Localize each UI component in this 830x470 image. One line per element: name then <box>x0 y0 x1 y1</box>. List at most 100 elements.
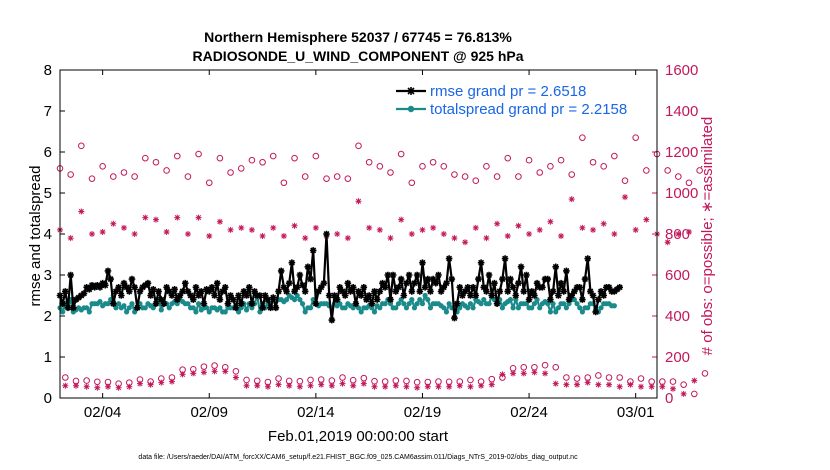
rmse-point <box>600 292 607 299</box>
x-tick-label: 02/19 <box>404 404 442 421</box>
obs-possible-point <box>691 390 698 398</box>
rmse-point <box>147 292 154 299</box>
totalspread-point <box>545 301 551 307</box>
obs-possible-point <box>365 158 373 166</box>
obs-possible-point <box>648 378 655 385</box>
totalspread-point <box>446 301 452 307</box>
obs-assimilated-point <box>200 369 207 376</box>
totalspread-point <box>598 305 604 311</box>
obs-possible-point <box>509 364 517 372</box>
obs-possible-point <box>547 163 554 170</box>
y2-tick-label: 800 <box>665 226 690 243</box>
obs-possible-point <box>397 150 405 158</box>
obs-assimilated-point <box>120 224 127 231</box>
obs-assimilated-point <box>435 383 442 390</box>
chart-title: Northern Hemisphere 52037 / 67745 = 76.8… <box>204 29 512 45</box>
totalspread-point <box>403 305 410 311</box>
obs-possible-point <box>275 375 282 382</box>
rmse-point <box>323 230 330 238</box>
obs-possible-point <box>488 375 496 383</box>
rmse-point <box>283 288 290 295</box>
obs-assimilated-point <box>328 382 335 389</box>
totalspread-point <box>142 305 148 311</box>
obs-possible-point <box>472 177 480 184</box>
obs-assimilated-point <box>376 226 383 233</box>
totalspread-point <box>523 301 530 307</box>
obs-possible-point <box>88 175 96 182</box>
rmse-point <box>331 292 338 299</box>
obs-possible-point <box>216 154 224 162</box>
obs-possible-point <box>595 372 602 379</box>
obs-assimilated-point <box>216 218 223 225</box>
rmse-point <box>200 300 208 307</box>
rmse-point <box>341 292 349 299</box>
rmse-point <box>259 304 266 312</box>
rmse-point <box>181 279 189 287</box>
obs-assimilated-point <box>307 382 314 389</box>
obs-assimilated-point <box>302 235 309 242</box>
totalspread-point <box>510 305 516 311</box>
rmse-point <box>504 288 512 295</box>
y2-tick-label: 400 <box>665 308 690 325</box>
totalspread-point <box>355 305 362 311</box>
totalspread-point <box>299 301 306 307</box>
obs-assimilated-point <box>600 220 607 227</box>
totalspread-point <box>195 301 202 307</box>
rmse-point <box>62 288 69 295</box>
plot-frame <box>59 69 658 399</box>
rmse-point <box>424 275 432 283</box>
obs-assimilated-point <box>606 381 613 388</box>
rmse-point <box>168 292 176 299</box>
obs-assimilated-point <box>339 380 346 387</box>
totalspread-point <box>206 309 212 315</box>
rmse-point <box>453 300 461 307</box>
x-tick-label: 02/04 <box>84 404 122 421</box>
x-tick-label: 02/09 <box>190 404 228 421</box>
rmse-point <box>299 281 306 289</box>
obs-possible-point <box>269 152 277 160</box>
obs-assimilated-point <box>355 198 362 205</box>
totalspread-point <box>217 305 223 311</box>
totalspread-point <box>393 305 399 311</box>
totalspread-point <box>158 307 164 313</box>
obs-assimilated-point <box>456 382 463 389</box>
obs-possible-point <box>600 163 607 170</box>
obs-assimilated-point <box>403 383 410 390</box>
rmse-point <box>280 284 288 291</box>
rmse-point <box>197 288 205 295</box>
obs-assimilated-point <box>499 371 506 378</box>
obs-assimilated-point <box>392 382 399 389</box>
rmse-point <box>229 296 237 303</box>
rmse-point <box>483 288 490 295</box>
obs-possible-point <box>675 173 682 180</box>
rmse-point <box>227 292 234 299</box>
totalspread-point <box>553 309 559 315</box>
obs-assimilated-point <box>195 214 202 221</box>
rmse-point <box>605 284 613 291</box>
obs-assimilated-point <box>115 384 122 391</box>
obs-assimilated-point <box>168 378 175 385</box>
totalspread-point <box>486 301 492 307</box>
obs-assimilated-point <box>467 383 474 390</box>
x-axis-label: Feb.01,2019 00:00:00 start <box>268 428 449 445</box>
rmse-point <box>304 263 312 271</box>
totalspread-point <box>203 305 210 311</box>
rmse-point <box>584 255 592 262</box>
rmse-point <box>328 316 336 324</box>
obs-possible-point <box>669 378 677 385</box>
obs-assimilated-point <box>574 381 581 388</box>
rmse-point <box>576 284 584 291</box>
rmse-point <box>411 279 418 287</box>
obs-possible-point <box>195 150 202 158</box>
rmse-point <box>136 288 144 295</box>
obs-possible-point <box>328 377 336 384</box>
rmse-point <box>232 304 240 312</box>
data-traces <box>56 134 709 398</box>
rmse-point <box>568 292 576 299</box>
rmse-point <box>539 284 546 291</box>
obs-assimilated-point <box>259 233 266 240</box>
obs-possible-point <box>515 173 522 180</box>
obs-assimilated-point <box>72 382 79 389</box>
rmse-series <box>56 230 623 324</box>
rmse-point <box>357 292 365 299</box>
